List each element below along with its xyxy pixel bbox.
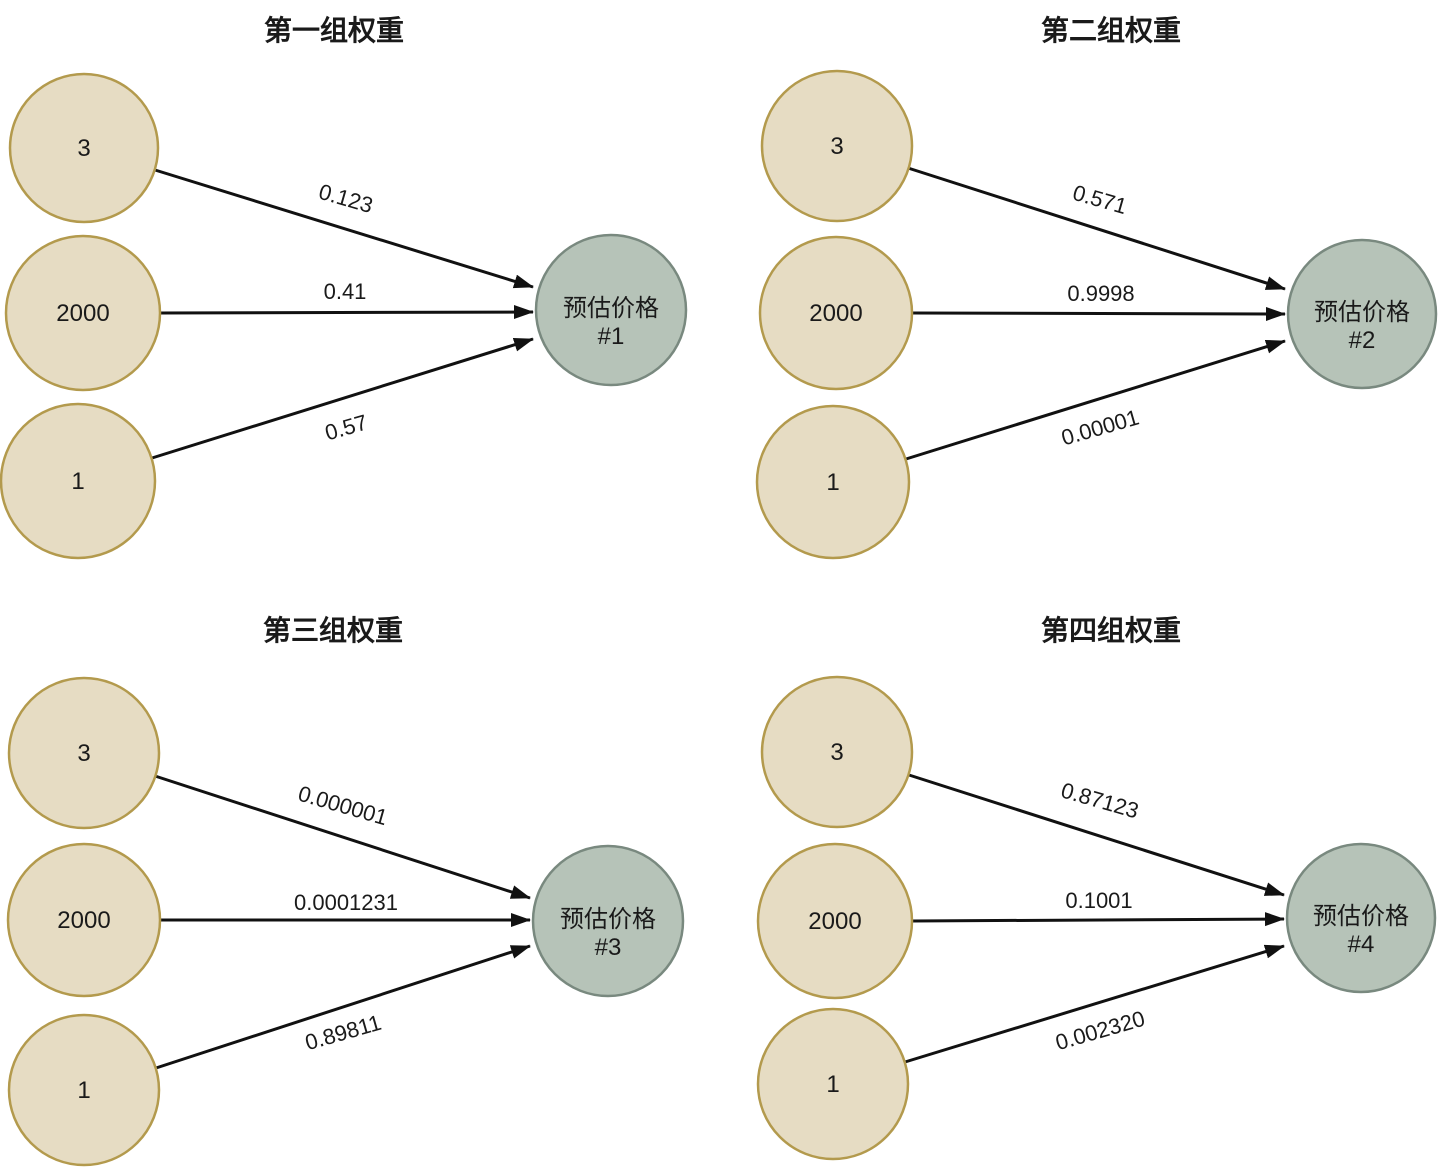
panel-title: 第四组权重 [1041, 614, 1181, 646]
output-node [1285, 842, 1437, 994]
edge-line [904, 944, 1285, 1064]
input-node [755, 404, 911, 560]
panel-group-1: 第一组权重 0.123 0.41 0.57 3 2000 1 预估价格 #1 [0, 14, 688, 560]
input-node-label: 2000 [809, 300, 862, 327]
edge-weight-label: 0.00001 [1058, 405, 1141, 451]
input-node [760, 69, 914, 223]
edge-weight-label: 0.000001 [295, 781, 390, 830]
input-node [7, 1013, 161, 1167]
edge-weight-label: 0.0001231 [294, 890, 398, 915]
input-node [0, 402, 157, 560]
input-node-label: 1 [826, 469, 839, 496]
input-node-label: 3 [830, 739, 843, 766]
edge-weight-label: 0.57 [322, 410, 370, 446]
panel-title: 第三组权重 [263, 614, 403, 646]
input-node-label: 3 [830, 133, 843, 160]
panel-group-4: 第四组权重 0.87123 0.1001 0.002320 3 2000 1 预… [756, 614, 1437, 1161]
output-node-label: 预估价格 [560, 906, 656, 933]
edge-weight-label: 0.9998 [1067, 281, 1134, 306]
output-node-label: 预估价格 [1314, 299, 1410, 326]
edge-line [905, 339, 1286, 461]
input-node-label: 3 [77, 740, 90, 767]
output-node-sublabel: #2 [1349, 327, 1376, 354]
edge-line [159, 305, 534, 320]
panel-group-2: 第二组权重 0.571 0.9998 0.00001 3 2000 1 预估价格… [755, 14, 1438, 560]
panel-group-3: 第三组权重 0.000001 0.0001231 0.89811 3 2000 … [6, 614, 685, 1167]
output-node-label: 预估价格 [1313, 903, 1409, 930]
input-node-label: 1 [77, 1077, 90, 1104]
input-node-label: 2000 [57, 907, 110, 934]
edge-weight-label: 0.571 [1070, 180, 1130, 219]
output-node-sublabel: #4 [1348, 931, 1375, 958]
input-node [758, 235, 914, 391]
input-node [756, 1007, 910, 1161]
edge-line [155, 944, 531, 1070]
output-node-sublabel: #1 [598, 323, 625, 350]
output-node [1286, 238, 1438, 390]
edge-line [154, 168, 534, 289]
input-node [760, 675, 914, 829]
input-node-label: 3 [77, 135, 90, 162]
edge-line [151, 337, 534, 460]
edge-weight-label: 0.87123 [1058, 778, 1141, 824]
edge-line [154, 774, 531, 900]
output-node [534, 233, 688, 387]
output-node-sublabel: #3 [595, 934, 622, 961]
input-node [8, 72, 160, 224]
panel-title: 第二组权重 [1041, 14, 1181, 46]
output-node-label: 预估价格 [563, 295, 659, 322]
edge-weight-label: 0.41 [324, 279, 367, 304]
edge-weight-label: 0.123 [316, 179, 376, 218]
panel-title: 第一组权重 [264, 14, 404, 46]
edge-line [911, 306, 1286, 321]
output-node [531, 844, 685, 998]
input-node-label: 2000 [808, 908, 861, 935]
input-node-label: 1 [71, 468, 84, 495]
edge-line [908, 773, 1285, 897]
edge-line [907, 166, 1286, 291]
input-node [4, 234, 162, 392]
input-node-label: 2000 [56, 300, 109, 327]
input-node [7, 676, 161, 830]
input-node [6, 842, 162, 998]
input-node-label: 1 [826, 1071, 839, 1098]
edge-weight-label: 0.1001 [1065, 888, 1132, 913]
input-node [756, 842, 914, 1000]
edge-line [911, 912, 1285, 927]
